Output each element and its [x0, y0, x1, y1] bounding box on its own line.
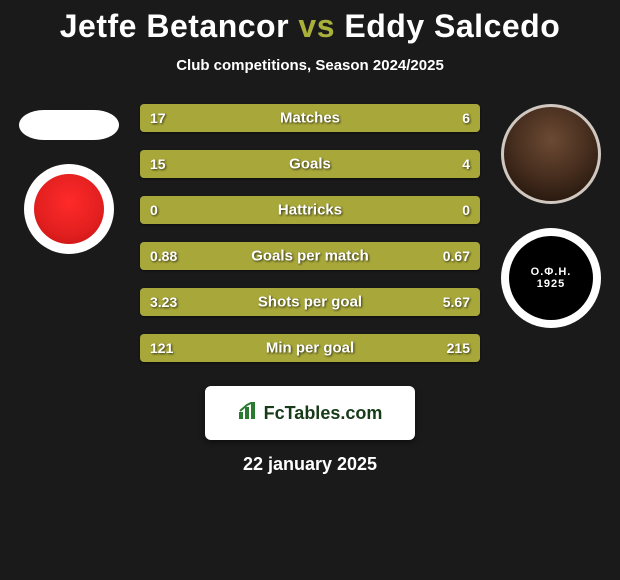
stat-bar: 17 6 Matches	[140, 104, 480, 132]
bar-value-left: 3.23	[150, 294, 177, 310]
bar-value-right: 0.67	[443, 248, 470, 264]
bar-value-right: 6	[462, 110, 470, 126]
footer-badge-text: FcTables.com	[264, 403, 383, 424]
bar-label: Goals per match	[251, 248, 369, 265]
bar-value-right: 4	[462, 156, 470, 172]
player2-name: Eddy Salcedo	[344, 8, 560, 44]
subtitle: Club competitions, Season 2024/2025	[0, 57, 620, 74]
footer-badge: FcTables.com	[205, 386, 415, 440]
bar-fill-left	[140, 150, 409, 178]
stat-bars: 17 6 Matches 15 4 Goals 0 0 Hattricks 0.88 0.67 Goa…	[140, 104, 480, 362]
bar-value-left: 15	[150, 156, 166, 172]
stat-bar: 3.23 5.67 Shots per goal	[140, 288, 480, 316]
club2-text: Ο.Φ.Η. 1925	[509, 236, 593, 320]
stat-bar: 0 0 Hattricks	[140, 196, 480, 224]
bar-value-left: 17	[150, 110, 166, 126]
bar-fill-left	[140, 104, 392, 132]
bar-label: Matches	[280, 110, 340, 127]
bar-label: Shots per goal	[258, 294, 362, 311]
club1-logo-icon	[24, 164, 114, 254]
bar-value-left: 121	[150, 340, 173, 356]
bar-value-right: 215	[447, 340, 470, 356]
bar-label: Hattricks	[278, 202, 342, 219]
page-title: Jetfe Betancor vs Eddy Salcedo	[0, 8, 620, 45]
footer-date: 22 january 2025	[0, 454, 620, 475]
bar-value-right: 0	[462, 202, 470, 218]
player1-name: Jetfe Betancor	[60, 8, 289, 44]
bar-value-left: 0	[150, 202, 158, 218]
bar-value-left: 0.88	[150, 248, 177, 264]
club2-logo-icon: Ο.Φ.Η. 1925	[501, 228, 601, 328]
stat-bar: 121 215 Min per goal	[140, 334, 480, 362]
main-row: 17 6 Matches 15 4 Goals 0 0 Hattricks 0.88 0.67 Goa…	[0, 104, 620, 362]
stat-bar: 15 4 Goals	[140, 150, 480, 178]
comparison-infographic: Jetfe Betancor vs Eddy Salcedo Club comp…	[0, 0, 620, 475]
stat-bar: 0.88 0.67 Goals per match	[140, 242, 480, 270]
player1-avatar-icon	[19, 110, 119, 140]
bar-label: Goals	[289, 156, 331, 173]
bar-label: Min per goal	[266, 340, 354, 357]
player2-avatar-icon	[501, 104, 601, 204]
club2-text-top: Ο.Φ.Η.	[531, 266, 572, 278]
left-column	[14, 104, 124, 254]
club2-text-bottom: 1925	[531, 278, 572, 290]
chart-icon	[238, 402, 258, 425]
vs-label: vs	[298, 8, 335, 44]
bar-value-right: 5.67	[443, 294, 470, 310]
right-column: Ο.Φ.Η. 1925	[496, 104, 606, 328]
